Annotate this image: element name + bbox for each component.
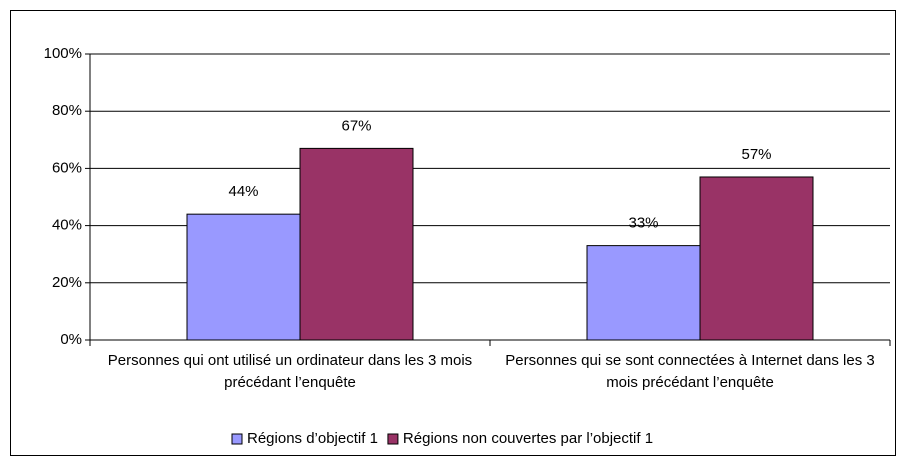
bar (186, 213, 301, 341)
value-label: 44% (228, 183, 258, 200)
y-tick-label: 40% (52, 217, 82, 234)
value-label: 67% (341, 117, 371, 134)
value-label: 33% (628, 215, 658, 232)
bar (586, 245, 701, 341)
y-tick-label: 20% (52, 274, 82, 291)
value-label: 57% (741, 146, 771, 163)
legend-label: Régions non couvertes par l’objectif 1 (403, 430, 653, 447)
bar (299, 147, 414, 341)
y-tick-label: 0% (60, 331, 82, 348)
legend-swatch (387, 433, 399, 445)
y-tick-label: 80% (52, 102, 82, 119)
y-tick-label: 100% (44, 45, 82, 62)
bar (699, 176, 814, 341)
x-tick-label: Personnes qui se sont connectées à Inter… (505, 352, 875, 391)
x-tick-label: Personnes qui ont utilisé un ordinateur … (107, 352, 473, 391)
y-tick-label: 60% (52, 159, 82, 176)
legend-label: Régions d’objectif 1 (247, 430, 378, 447)
legend-swatch (231, 433, 243, 445)
